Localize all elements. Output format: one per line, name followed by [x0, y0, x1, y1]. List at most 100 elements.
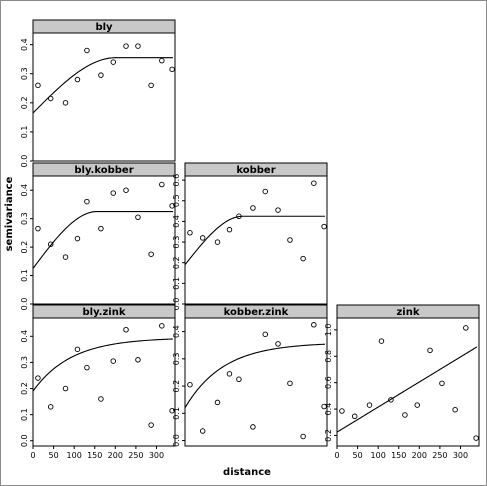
x-tick-label: 100: [67, 451, 82, 460]
data-point: [74, 76, 81, 83]
data-point: [199, 235, 206, 241]
panel-kobber-zink: kobber.zink 0.0 0.1 0.2 0.3 0.4: [172, 304, 328, 447]
x-tick-label: 200: [108, 451, 123, 460]
panel-strip-label: kobber: [236, 165, 275, 176]
model-line: [336, 346, 478, 433]
y-tick-label: 0.4: [20, 38, 29, 51]
x-tick-label: 300: [453, 451, 468, 460]
data-point: [287, 380, 293, 387]
data-point: [110, 190, 117, 196]
x-axis-title: distance: [223, 467, 271, 478]
panel-plot-area: [184, 175, 328, 305]
data-point: [262, 188, 269, 195]
panel-bly-kobber: bly.kobber 0.0 0.1 0.2 0.3 0.4: [20, 162, 176, 311]
data-point: [388, 397, 394, 403]
y-tick-label: 0.3: [172, 236, 181, 249]
data-point: [159, 57, 165, 64]
data-point: [321, 403, 327, 410]
panel-bly-zink: bly.zink 0.0 0.1 0.2 0.3 0.4 0 50 100 150 200 250 30…: [20, 304, 176, 460]
data-point: [35, 82, 41, 89]
y-tick-label: 0.0: [172, 298, 181, 311]
panel-bly: bly 0.0 0.1 0.2 0.3 0.4: [20, 19, 176, 168]
x-tick-label: 300: [149, 451, 164, 460]
model-line: [184, 343, 325, 409]
data-point: [123, 187, 129, 193]
panel-plot-area: [184, 317, 328, 447]
data-point: [110, 59, 117, 65]
y-tick-label: 0.0: [20, 298, 29, 311]
data-point: [414, 402, 421, 408]
data-point: [169, 407, 175, 414]
data-point: [98, 225, 104, 232]
y-tick-label: 0.0: [172, 434, 181, 447]
data-point: [452, 406, 458, 413]
y-tick-label: 0.2: [172, 380, 181, 393]
data-point: [311, 322, 317, 328]
y-tick-label: 0.2: [20, 241, 29, 254]
y-tick-label: 0.1: [20, 408, 29, 421]
panel-plot-area: [32, 175, 176, 305]
data-point: [300, 433, 306, 440]
panel-strip-label: bly.zink: [82, 307, 125, 318]
x-tick-label: 0: [334, 451, 339, 460]
y-tick-label: 0.0: [20, 155, 29, 168]
data-point: [135, 214, 141, 220]
data-point: [439, 380, 445, 387]
data-point: [311, 180, 317, 186]
panel-strip-label: kobber.zink: [224, 307, 289, 318]
data-point: [35, 375, 41, 381]
data-point: [47, 241, 54, 248]
data-point: [473, 435, 479, 441]
data-point: [351, 413, 358, 420]
data-point: [169, 66, 175, 73]
data-point: [366, 402, 373, 408]
data-point: [159, 181, 165, 188]
y-tick-label: 0.2: [324, 429, 333, 442]
data-point: [148, 422, 154, 428]
data-point: [287, 237, 293, 243]
y-tick-label: 0.2: [20, 382, 29, 395]
data-point: [187, 230, 193, 236]
data-point: [74, 235, 81, 242]
panel-strip-label: bly.kobber: [74, 165, 133, 176]
data-point: [135, 357, 141, 363]
y-axis-title: semivariance: [4, 176, 15, 251]
data-point: [148, 82, 154, 89]
panel-plot-area: [336, 317, 480, 447]
model-line: [32, 57, 173, 114]
data-point: [300, 255, 306, 262]
panel-zink: zink 0.2 0.4 0.6 0.8 1.0 0 50 100 150 200 250 300: [324, 304, 480, 460]
x-tick-label: 50: [352, 451, 362, 460]
y-tick-label: 0.3: [20, 356, 29, 369]
data-point: [47, 95, 54, 102]
data-point: [402, 412, 408, 418]
x-tick-label: 200: [412, 451, 427, 460]
data-point: [226, 371, 233, 377]
model-line: [32, 338, 173, 392]
panels-group: bly 0.0 0.1 0.2 0.3 0.4 bly.kobber 0.0 0.1 0.2 0.3…: [20, 19, 480, 460]
x-tick-label: 250: [432, 451, 447, 460]
data-point: [199, 428, 206, 434]
y-tick-label: 0.6: [324, 376, 333, 389]
y-tick-label: 0.0: [20, 434, 29, 447]
data-point: [98, 72, 104, 78]
x-tick-label: 250: [128, 451, 143, 460]
y-tick-label: 0.4: [20, 330, 29, 343]
data-point: [463, 325, 469, 331]
data-point: [47, 404, 54, 410]
data-point: [236, 213, 242, 220]
y-tick-label: 0.2: [172, 256, 181, 269]
y-tick-label: 0.1: [20, 126, 29, 139]
y-tick-label: 0.1: [172, 407, 181, 420]
panel-strip-label: bly: [95, 22, 113, 33]
y-tick-label: 0.3: [20, 212, 29, 225]
data-point: [226, 226, 233, 233]
x-tick-label: 0: [30, 451, 35, 460]
y-tick-label: 0.4: [172, 215, 181, 228]
data-point: [378, 338, 385, 344]
data-point: [339, 408, 345, 414]
y-tick-label: 0.1: [20, 269, 29, 282]
model-line: [32, 211, 173, 269]
data-point: [62, 100, 69, 106]
